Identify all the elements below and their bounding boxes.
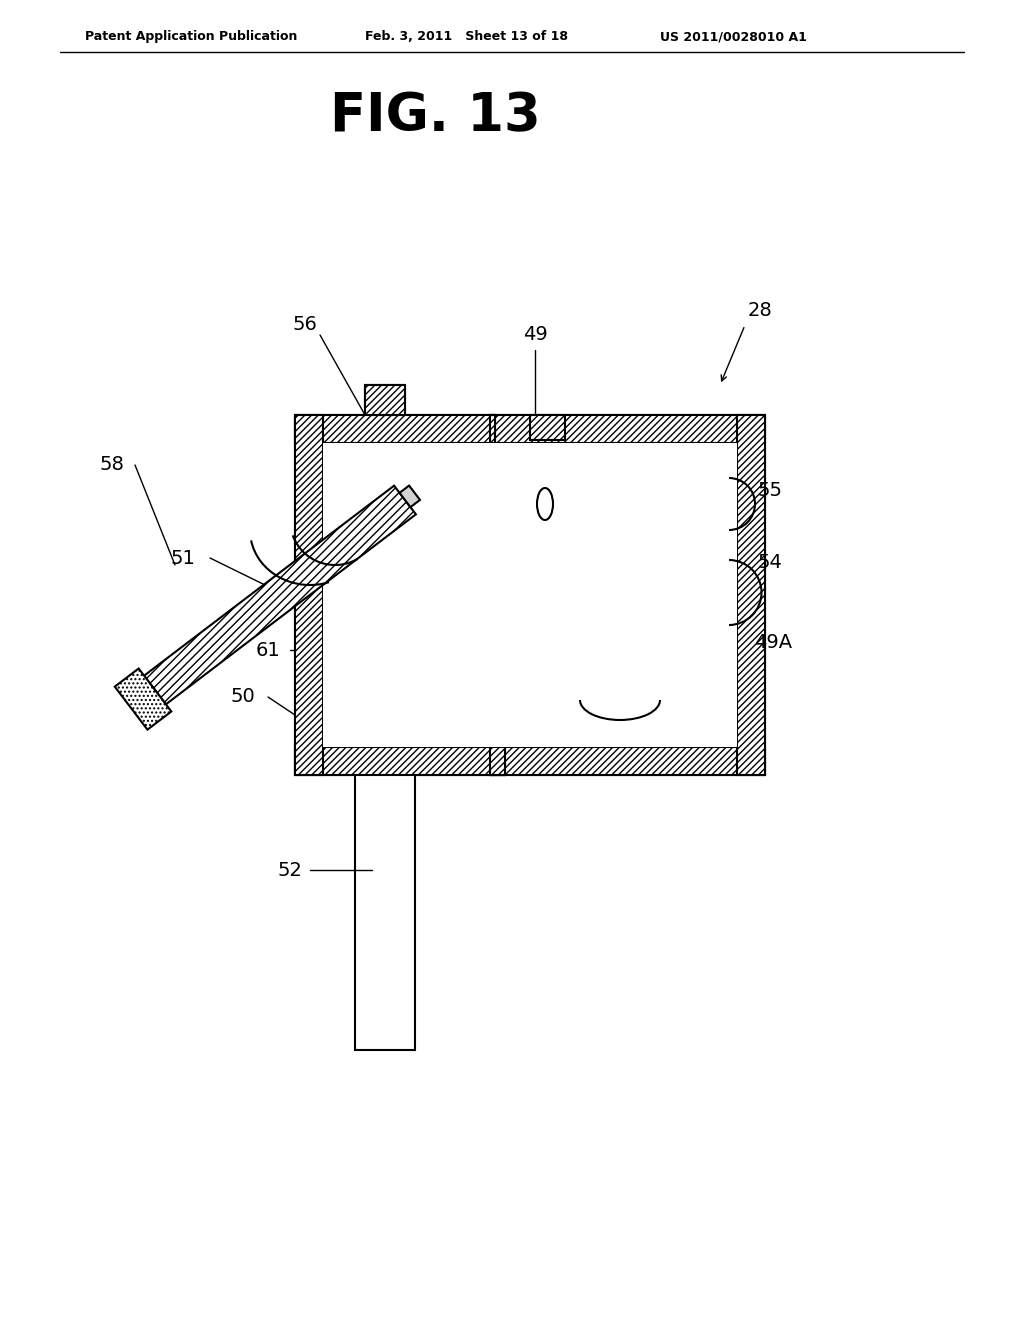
Bar <box>490 444 737 747</box>
Text: Feb. 3, 2011   Sheet 13 of 18: Feb. 3, 2011 Sheet 13 of 18 <box>365 30 568 44</box>
Polygon shape <box>490 414 765 444</box>
Bar <box>323 444 495 747</box>
Text: 49: 49 <box>522 326 548 345</box>
Text: 50: 50 <box>230 688 255 706</box>
Polygon shape <box>399 486 420 507</box>
Polygon shape <box>365 385 406 414</box>
Polygon shape <box>490 747 505 775</box>
Polygon shape <box>115 668 171 730</box>
Polygon shape <box>295 414 323 775</box>
Text: Patent Application Publication: Patent Application Publication <box>85 30 297 44</box>
Text: 54: 54 <box>758 553 782 572</box>
Ellipse shape <box>537 488 553 520</box>
Text: 56: 56 <box>293 315 317 334</box>
Text: 61: 61 <box>256 640 281 660</box>
Polygon shape <box>530 414 565 440</box>
Text: 52: 52 <box>278 861 302 879</box>
Polygon shape <box>295 747 505 775</box>
Text: 28: 28 <box>748 301 772 319</box>
Text: 51: 51 <box>171 549 196 568</box>
Text: FIG. 13: FIG. 13 <box>330 90 541 143</box>
Bar <box>355 459 415 1049</box>
Polygon shape <box>295 414 495 444</box>
Text: 58: 58 <box>99 455 125 474</box>
Text: 49A: 49A <box>754 632 792 652</box>
Text: US 2011/0028010 A1: US 2011/0028010 A1 <box>660 30 807 44</box>
Polygon shape <box>737 414 765 775</box>
Text: 55: 55 <box>758 480 782 499</box>
Polygon shape <box>144 486 416 705</box>
Polygon shape <box>490 747 765 775</box>
Polygon shape <box>490 414 495 444</box>
